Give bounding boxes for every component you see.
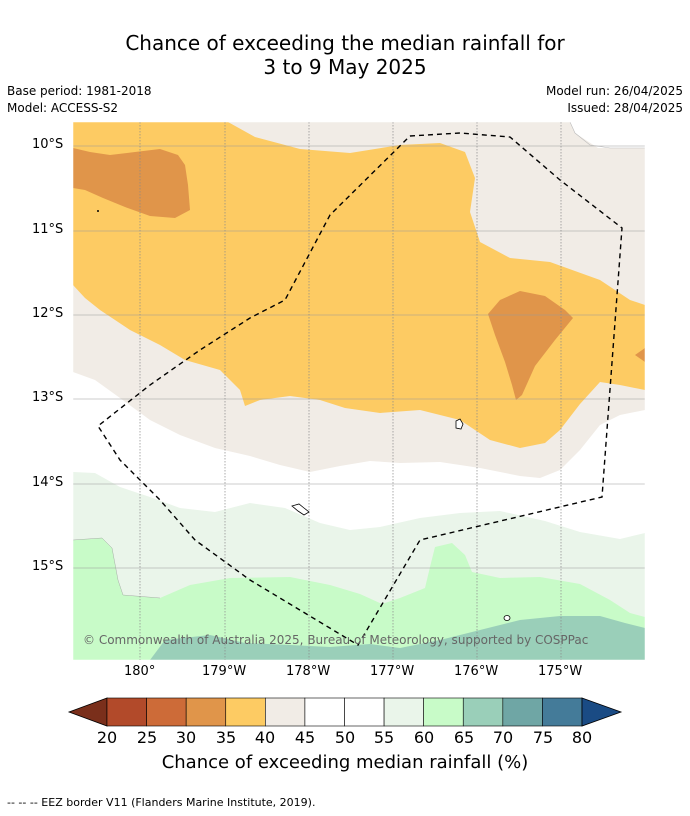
lat-tick-label: 10°S <box>32 137 64 152</box>
map-plot-area <box>73 122 645 660</box>
eez-border <box>97 132 623 646</box>
contour-35-40 <box>73 122 645 448</box>
colorbar-segment <box>185 697 227 727</box>
colorbar-segment <box>502 697 543 727</box>
colorbar-segment <box>423 697 464 727</box>
contour-30-35-east <box>488 291 573 400</box>
colorbar-segment <box>146 697 187 727</box>
colorbar-tick: 75 <box>532 728 554 747</box>
lon-tick-label: 177°W <box>370 664 415 679</box>
map-frame <box>72 121 646 661</box>
colorbar-segment <box>265 697 306 727</box>
colorbar <box>67 697 623 727</box>
meta-right: Model run: 26/04/2025 Issued: 28/04/2025 <box>546 83 683 117</box>
base-period: Base period: 1981-2018 <box>7 84 152 98</box>
lon-tick-label: 179°W <box>202 664 247 679</box>
colorbar-tick: 60 <box>413 728 435 747</box>
colorbar-arrow-high <box>581 697 623 727</box>
colorbar-tick: 30 <box>175 728 197 747</box>
colorbar-label: Chance of exceeding median rainfall (%) <box>161 752 529 773</box>
colorbar-tick: 70 <box>492 728 514 747</box>
contour-line <box>73 537 161 599</box>
colorbar-segment <box>304 697 345 727</box>
meta-left: Base period: 1981-2018 Model: ACCESS-S2 <box>7 83 152 117</box>
colorbar-segment <box>106 697 147 727</box>
island-east <box>455 418 464 430</box>
map-title-line-1: Chance of exceeding the median rainfall … <box>125 31 565 55</box>
colorbar-tick: 20 <box>96 728 118 747</box>
lat-tick-label: 14°S <box>32 475 64 490</box>
lat-tick-label: 13°S <box>32 390 64 405</box>
lon-tick-label: 175°W <box>538 664 583 679</box>
colorbar-tick: 35 <box>215 728 237 747</box>
lat-tick-label: 11°S <box>32 222 64 237</box>
contour-65-70 <box>150 616 645 660</box>
colorbar-tick: 40 <box>254 728 276 747</box>
issued-date: Issued: 28/04/2025 <box>567 101 683 115</box>
colorbar-segment <box>225 697 266 727</box>
colorbar-tick: 25 <box>136 728 158 747</box>
colorbar-tick: 50 <box>334 728 356 747</box>
island-central <box>291 503 310 516</box>
graticule-lat <box>73 145 645 569</box>
model-name: Model: ACCESS-S2 <box>7 101 119 115</box>
colorbar-segment <box>462 697 504 727</box>
island-dot <box>97 210 99 212</box>
contour-line <box>569 122 645 149</box>
island-south <box>503 615 511 621</box>
colorbar-tick: 80 <box>571 728 593 747</box>
graticule-lon <box>139 122 562 660</box>
lon-tick-label: 180° <box>124 664 156 679</box>
colorbar-ticks: 20 25 30 35 40 45 50 55 60 65 70 75 80 <box>0 728 690 750</box>
lon-tick-label: 176°W <box>454 664 499 679</box>
map-title-line-2: 3 to 9 May 2025 <box>263 55 427 79</box>
contour-30-35-nw <box>73 148 190 218</box>
eez-legend-note: -- -- -- EEZ border V11 (Flanders Marine… <box>7 796 316 809</box>
copyright-notice: © Commonwealth of Australia 2025, Bureau… <box>83 633 589 647</box>
lat-tick-label: 12°S <box>32 306 64 321</box>
model-run: Model run: 26/04/2025 <box>545 84 683 98</box>
colorbar-tick: 65 <box>453 728 475 747</box>
colorbar-arrow-low <box>67 697 108 727</box>
lat-tick-label: 15°S <box>32 559 64 574</box>
colorbar-segment <box>542 697 583 727</box>
colorbar-segment <box>383 697 424 727</box>
lon-tick-label: 178°W <box>286 664 331 679</box>
contour-30-35-east-edge <box>635 348 645 362</box>
colorbar-tick: 45 <box>294 728 316 747</box>
colorbar-tick: 55 <box>373 728 395 747</box>
colorbar-segment <box>344 697 385 727</box>
